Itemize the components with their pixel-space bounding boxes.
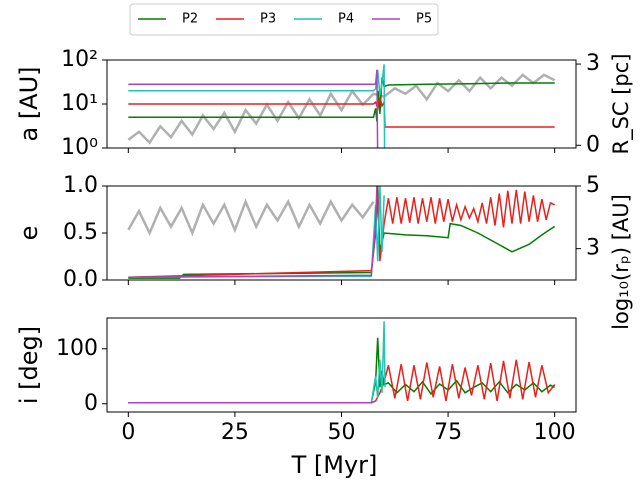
y2-tick-label: 3 <box>586 236 600 261</box>
legend-label: P5 <box>416 12 432 27</box>
y-axis-label: i [deg] <box>15 326 43 404</box>
y-tick-label: 1.0 <box>63 173 98 198</box>
series-line <box>128 359 556 404</box>
x-tick-label: 0 <box>121 420 135 445</box>
series-line <box>128 69 379 148</box>
y-axis-label: a [AU] <box>15 66 43 141</box>
x-tick-label: 25 <box>221 420 249 445</box>
series-line <box>128 64 386 148</box>
series-line <box>127 198 375 237</box>
y-tick-label: 0 <box>84 391 98 416</box>
legend-label: P4 <box>338 12 354 27</box>
plot-area <box>127 186 556 279</box>
legend-label: P3 <box>260 12 276 27</box>
legend-box <box>129 3 439 36</box>
y2-tick-label: 5 <box>586 173 600 198</box>
y2-axis-label: R_SC [pc] <box>609 53 634 154</box>
axes-frame <box>106 317 577 413</box>
y-tick-label: 10⁰ <box>61 135 98 160</box>
y2-tick-label: 3 <box>586 51 600 76</box>
x-tick-label: 100 <box>534 420 576 445</box>
y-tick-label: 0.5 <box>63 220 98 245</box>
series-line <box>128 337 556 404</box>
y2-axis-label: log₁₀(rₚ) [AU] <box>609 194 633 330</box>
series-line <box>128 186 378 278</box>
series-line <box>128 189 556 278</box>
y-tick-label: 10² <box>61 47 98 72</box>
y-axis-label: e <box>15 226 43 241</box>
x-axis-label: T [Myr] <box>291 451 378 479</box>
plot-area <box>127 64 556 148</box>
plot-area <box>128 321 556 404</box>
y-tick-label: 0.0 <box>63 267 98 292</box>
y-tick-label: 10¹ <box>61 91 98 116</box>
legend-label: P2 <box>182 12 198 27</box>
series-line <box>128 186 385 278</box>
y-tick-label: 100 <box>56 336 98 361</box>
series-line <box>128 400 376 404</box>
series-line <box>127 73 556 145</box>
x-tick-label: 75 <box>434 420 462 445</box>
series-line <box>128 321 386 404</box>
y2-tick-label: 0 <box>586 132 600 157</box>
axes-frame <box>106 185 577 281</box>
x-tick-label: 50 <box>328 420 356 445</box>
